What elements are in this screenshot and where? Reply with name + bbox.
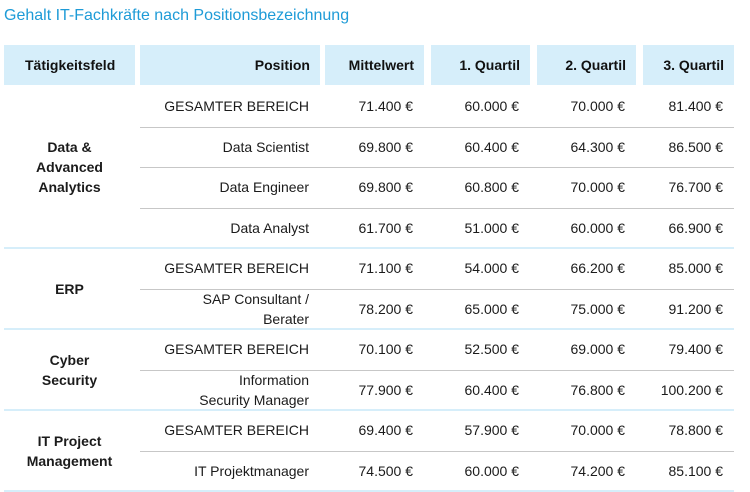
group-label: IT Project Management	[26, 432, 113, 469]
column-header: 3. Quartil	[643, 45, 734, 85]
position-cell: IT Projektmanager	[194, 462, 309, 479]
value-cell: 85.000 €	[668, 260, 724, 277]
column-header: Mittelwert	[325, 45, 424, 85]
row-divider	[140, 167, 734, 168]
group-label: ERP	[55, 280, 84, 297]
column-header: 1. Quartil	[431, 45, 530, 85]
value-cell: 66.900 €	[668, 219, 724, 236]
value-cell: 65.000 €	[464, 300, 520, 317]
value-cell: 71.400 €	[358, 98, 414, 115]
position-cell: GESAMTER BEREICH	[164, 422, 309, 439]
value-cell: 78.800 €	[668, 422, 724, 439]
position-cell: Data Analyst	[230, 219, 309, 236]
value-cell: 86.500 €	[668, 138, 724, 155]
value-cell: 71.100 €	[358, 260, 414, 277]
row-divider	[140, 450, 734, 452]
position-cell: Data Engineer	[219, 179, 309, 196]
position-cell: GESAMTER BEREICH	[164, 98, 309, 115]
value-cell: 61.700 €	[358, 219, 414, 236]
value-cell: 60.400 €	[464, 381, 520, 398]
position-cell: GESAMTER BEREICH	[164, 341, 309, 358]
row-divider	[140, 126, 734, 128]
value-cell: 76.800 €	[570, 381, 626, 398]
position-cell: Information Security Manager	[199, 371, 309, 408]
group-label: Data & Advanced Analytics	[36, 139, 103, 195]
value-cell: 70.000 €	[570, 98, 626, 115]
position-cell: Data Scientist	[222, 138, 309, 155]
value-cell: 100.200 €	[660, 381, 723, 398]
value-cell: 60.800 €	[464, 179, 520, 196]
value-cell: 69.800 €	[358, 179, 414, 196]
group-divider	[4, 409, 734, 411]
row-divider	[140, 207, 734, 209]
value-cell: 85.100 €	[668, 462, 724, 479]
value-cell: 81.400 €	[668, 98, 724, 115]
page-title: Gehalt IT-Fachkräfte nach Positionsbezei…	[4, 7, 350, 24]
value-cell: 74.200 €	[570, 462, 626, 479]
value-cell: 74.500 €	[358, 462, 414, 479]
row-divider	[140, 288, 734, 290]
value-cell: 77.900 €	[358, 381, 414, 398]
column-header: 2. Quartil	[537, 45, 636, 85]
column-header: Tätigkeitsfeld	[4, 45, 135, 85]
value-cell: 69.400 €	[358, 422, 414, 439]
value-cell: 69.000 €	[570, 341, 626, 358]
column-header: Position	[140, 45, 320, 85]
value-cell: 60.000 €	[464, 462, 520, 479]
value-cell: 54.000 €	[464, 260, 520, 277]
value-cell: 91.200 €	[668, 300, 724, 317]
value-cell: 66.200 €	[570, 260, 626, 277]
value-cell: 78.200 €	[358, 300, 414, 317]
position-cell: SAP Consultant / Berater	[202, 290, 309, 327]
value-cell: 69.800 €	[358, 138, 414, 155]
group-label: Cyber Security	[41, 351, 98, 388]
value-cell: 76.700 €	[668, 179, 724, 196]
group-divider	[4, 328, 734, 330]
value-cell: 51.000 €	[464, 219, 520, 236]
value-cell: 52.500 €	[464, 341, 520, 358]
value-cell: 60.000 €	[570, 219, 626, 236]
value-cell: 79.400 €	[668, 341, 724, 358]
value-cell: 70.100 €	[358, 341, 414, 358]
group-divider	[4, 247, 734, 249]
value-cell: 57.900 €	[464, 422, 520, 439]
value-cell: 70.000 €	[570, 422, 626, 439]
position-cell: GESAMTER BEREICH	[164, 260, 309, 277]
row-divider	[140, 369, 734, 371]
value-cell: 60.000 €	[464, 98, 520, 115]
value-cell: 64.300 €	[570, 138, 626, 155]
value-cell: 70.000 €	[570, 179, 626, 196]
value-cell: 75.000 €	[570, 300, 626, 317]
value-cell: 60.400 €	[464, 138, 520, 155]
